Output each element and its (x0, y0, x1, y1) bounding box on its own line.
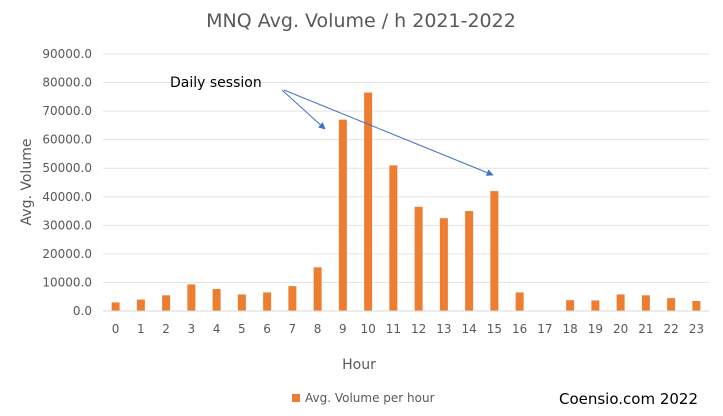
bar (136, 299, 145, 311)
bar (439, 218, 448, 311)
bar (667, 298, 676, 311)
x-tick-label: 10 (360, 322, 375, 336)
y-tick-label: 20000.0 (42, 247, 92, 261)
x-tick-label: 2 (162, 322, 170, 336)
bar (641, 295, 650, 311)
x-tick-label: 0 (112, 322, 120, 336)
bar (490, 191, 499, 311)
x-tick-label: 11 (386, 322, 401, 336)
y-tick-label: 40000.0 (42, 190, 92, 204)
y-tick-label: 0.0 (73, 304, 92, 318)
x-axis-ticks: 0 1 2 3 4 5 6 7 8 9 10 11 12 13 14 15 16 17 18 19 20 21 22 23 (112, 322, 704, 336)
x-tick-label: 16 (512, 322, 527, 336)
bar (237, 294, 246, 311)
annotation-arrow-long (283, 89, 494, 176)
y-tick-label: 50000.0 (42, 161, 92, 175)
x-tick-label: 21 (638, 322, 653, 336)
y-tick-label: 70000.0 (42, 104, 92, 118)
bar (515, 292, 524, 311)
y-tick-label: 10000.0 (42, 275, 92, 289)
y-tick-label: 60000.0 (42, 133, 92, 147)
x-tick-label: 4 (213, 322, 221, 336)
bar (338, 119, 347, 311)
x-tick-label: 6 (263, 322, 271, 336)
bar (414, 206, 423, 311)
annotation-label: Daily session (170, 75, 262, 91)
bar (288, 286, 297, 311)
x-tick-label: 7 (289, 322, 297, 336)
bar (263, 292, 272, 311)
x-tick-label: 1 (137, 322, 145, 336)
y-tick-label: 80000.0 (42, 76, 92, 90)
bar (111, 302, 120, 311)
bar (313, 267, 322, 311)
x-tick-label: 15 (487, 322, 502, 336)
x-tick-label: 12 (411, 322, 426, 336)
x-tick-label: 22 (663, 322, 678, 336)
chart-title: MNQ Avg. Volume / h 2021-2022 (206, 10, 516, 32)
x-tick-label: 9 (339, 322, 347, 336)
bar (162, 295, 171, 311)
bar (465, 211, 474, 311)
legend-label: Avg. Volume per hour (305, 391, 435, 405)
y-tick-label: 30000.0 (42, 218, 92, 232)
bar (591, 300, 600, 311)
x-tick-label: 19 (588, 322, 603, 336)
bar (692, 301, 701, 311)
bar (364, 92, 373, 311)
bar (389, 165, 398, 311)
y-axis-label: Avg. Volume (19, 139, 35, 226)
x-tick-label: 18 (562, 322, 577, 336)
x-tick-label: 14 (461, 322, 476, 336)
legend-swatch (292, 394, 300, 402)
x-axis-label: Hour (342, 357, 376, 373)
bar (566, 300, 575, 311)
credit-text: Coensio.com 2022 (559, 390, 698, 408)
x-tick-label: 17 (537, 322, 552, 336)
annotation-arrow-short (281, 89, 326, 130)
bar (187, 284, 196, 311)
y-axis-ticks: 0.0 10000.0 20000.0 30000.0 40000.0 50000.0 60… (42, 47, 92, 318)
bar (616, 294, 625, 311)
x-tick-label: 20 (613, 322, 628, 336)
x-tick-label: 23 (689, 322, 704, 336)
bar (212, 289, 221, 311)
y-tick-label: 90000.0 (42, 47, 92, 61)
x-tick-label: 5 (238, 322, 246, 336)
x-tick-label: 3 (188, 322, 196, 336)
bars (111, 92, 701, 311)
x-tick-label: 13 (436, 322, 451, 336)
x-tick-label: 8 (314, 322, 322, 336)
